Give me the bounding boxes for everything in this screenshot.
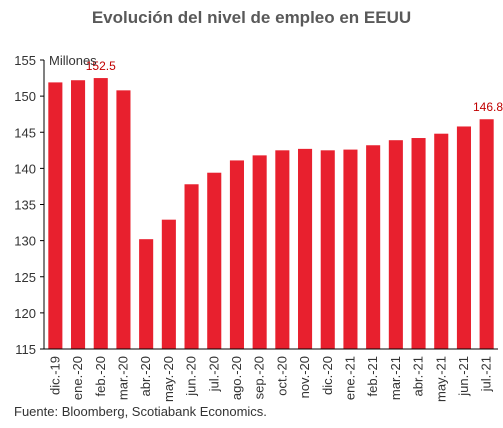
data-label: 146.8 (473, 100, 503, 114)
x-tick-label: ene.-21 (342, 356, 357, 400)
x-tick-label: may.-20 (161, 356, 176, 402)
x-tick-label: jun.-21 (456, 356, 471, 397)
bar (388, 140, 403, 349)
bar (184, 184, 199, 349)
bars (48, 78, 494, 350)
bar (366, 145, 381, 349)
x-tick-label: jul.-21 (479, 356, 494, 392)
bar (411, 138, 426, 349)
y-tick-label: 150 (14, 89, 36, 104)
x-tick-label: jun.-20 (184, 356, 199, 397)
y-tick-label: 140 (14, 161, 36, 176)
bar (116, 90, 131, 349)
source-note: Fuente: Bloomberg, Scotiabank Economics. (14, 404, 267, 419)
y-axis: 115 120 125 130 135 140 145 150 155 (14, 53, 45, 357)
x-tick-label: feb.-21 (365, 356, 380, 396)
y-tick-label: 155 (14, 53, 36, 68)
y-tick-label: 130 (14, 234, 36, 249)
x-tick-label: ago.-20 (229, 356, 244, 400)
x-tick-label: jul.-20 (206, 356, 221, 392)
bar (275, 150, 290, 349)
bar (139, 239, 154, 349)
x-tick-label: mar.-20 (115, 356, 130, 400)
bar (207, 172, 222, 349)
bar (252, 155, 267, 349)
x-tick-label: sep.-20 (252, 356, 267, 399)
bar (298, 148, 313, 349)
x-tick-label: may.-21 (433, 356, 448, 402)
x-axis: dic.-19 ene.-20 feb.-20 mar.-20 abr.-20 may.-… (44, 348, 498, 402)
bar (320, 150, 335, 349)
bar (71, 80, 86, 349)
x-tick-label: feb.-20 (93, 356, 108, 396)
x-tick-label: nov.-20 (297, 356, 312, 398)
y-tick-label: 135 (14, 198, 36, 213)
x-tick-label: mar.-21 (388, 356, 403, 400)
data-label: 152.5 (86, 59, 116, 73)
y-tick-label: 120 (14, 306, 36, 321)
y-tick-label: 125 (14, 270, 36, 285)
x-tick-label: dic.-19 (47, 356, 62, 395)
bar (479, 119, 494, 350)
x-tick-label: oct.-20 (274, 356, 289, 396)
y-axis-unit-label: Millones (49, 53, 97, 68)
y-tick-label: 145 (14, 125, 36, 140)
bar (343, 149, 358, 349)
bar (161, 219, 176, 349)
y-tick-label: 115 (15, 342, 36, 357)
bar (229, 160, 244, 349)
x-tick-label: ene.-20 (70, 356, 85, 400)
bar (434, 133, 449, 349)
bar (93, 78, 108, 349)
x-tick-label: abr.-20 (138, 356, 153, 396)
x-tick-label: dic.-20 (320, 356, 335, 395)
bar (456, 126, 471, 349)
data-labels: 152.5 146.8 (86, 59, 503, 114)
x-tick-label: abr.-21 (411, 356, 426, 396)
bar (48, 82, 63, 350)
chart-title: Evolución del nivel de empleo en EEUU (91, 8, 412, 27)
